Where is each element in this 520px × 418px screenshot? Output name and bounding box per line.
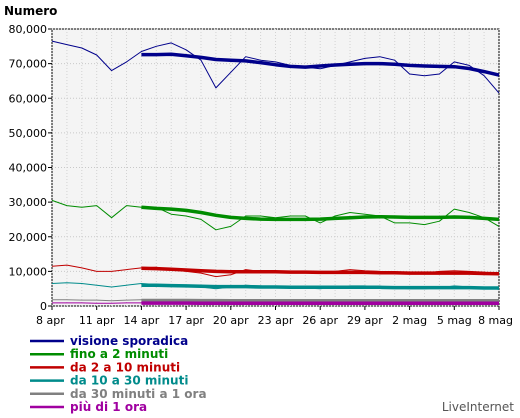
x-tick-label: 29 apr [347,314,383,327]
x-tick-label: 17 apr [168,314,204,327]
series-group [52,298,500,303]
y-tick-label: 60,000 [9,92,48,105]
series-group [52,301,500,305]
x-tick-label: 23 apr [258,314,294,327]
x-tick-label: 2 mag [392,314,427,327]
legend-label: da 2 a 10 minuti [70,360,180,374]
series-trend-line [141,52,500,77]
y-tick-label: 50,000 [9,127,48,140]
y-tick-label: 80,000 [9,23,48,36]
x-tick-label: 26 apr [302,314,338,327]
series-trend-line [141,205,500,222]
brand-label: LiveInternet [442,400,514,414]
y-axis: 0 10,000 20,000 30,000 40,000 50,000 60,000 70,… [9,23,52,313]
grid-lines [51,28,500,307]
x-tick-label: 11 apr [79,314,115,327]
legend-label: fino a 2 minuti [70,347,168,361]
legend-label: visione sporadica [70,334,188,348]
y-tick-label: 40,000 [9,162,48,175]
x-tick-label: 8 apr [36,314,65,327]
y-axis-title: Numero [4,4,57,18]
series-lines [51,40,500,305]
y-tick-label: 0 [40,300,47,313]
x-tick-label: 5 mag [437,314,472,327]
series-group [51,40,500,94]
series-trend-line [141,283,499,290]
series-line [51,40,500,94]
series-trend-line [141,266,500,276]
x-tick-label: 20 apr [213,314,249,327]
x-axis: 8 apr 11 apr 14 apr 17 apr 20 apr 23 apr 26 ap… [36,306,513,327]
y-tick-label: 10,000 [9,265,48,278]
y-tick-label: 20,000 [9,231,48,244]
y-tick-label: 70,000 [9,58,48,71]
legend-label: da 10 a 30 minuti [70,374,188,388]
series-group [51,264,500,278]
x-tick-label: 8 mag [478,314,513,327]
x-tick-label: 14 apr [124,314,160,327]
legend-label: più di 1 ora [70,400,147,414]
series-group [51,282,500,290]
series-group [51,199,500,231]
y-tick-label: 30,000 [9,196,48,209]
legend-label: da 30 minuti a 1 ora [70,387,207,401]
